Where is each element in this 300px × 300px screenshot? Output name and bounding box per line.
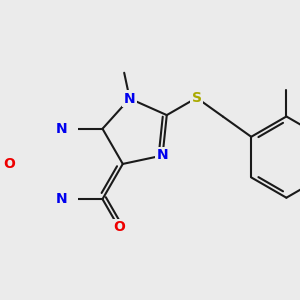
Text: O: O <box>113 220 125 234</box>
Text: N: N <box>56 192 68 206</box>
Text: N: N <box>157 148 168 163</box>
Text: N: N <box>56 122 68 136</box>
Text: N: N <box>124 92 136 106</box>
Text: S: S <box>192 91 202 105</box>
Text: O: O <box>3 157 15 171</box>
